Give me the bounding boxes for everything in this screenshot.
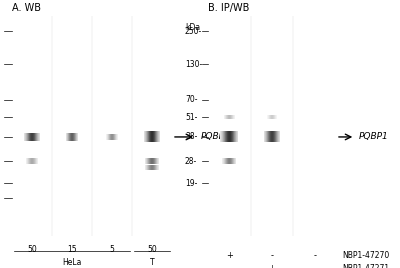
Text: NBP1-47270: NBP1-47270 bbox=[342, 251, 390, 260]
Text: 15: 15 bbox=[67, 245, 77, 254]
Text: 38-: 38- bbox=[185, 132, 197, 142]
Text: kDa: kDa bbox=[185, 23, 200, 32]
Text: 28-: 28- bbox=[185, 157, 197, 166]
Text: 50: 50 bbox=[27, 245, 37, 254]
Text: 250-: 250- bbox=[185, 27, 202, 36]
Text: -: - bbox=[313, 251, 316, 260]
Text: PQBP1: PQBP1 bbox=[201, 132, 230, 142]
Text: 50: 50 bbox=[147, 245, 157, 254]
Text: 130-: 130- bbox=[185, 60, 202, 69]
Text: -: - bbox=[313, 265, 316, 268]
Text: -: - bbox=[228, 265, 231, 268]
Text: NBP1-47271: NBP1-47271 bbox=[342, 265, 390, 268]
Text: 51-: 51- bbox=[185, 113, 197, 122]
Text: A. WB: A. WB bbox=[12, 3, 41, 13]
Text: 19-: 19- bbox=[185, 178, 197, 188]
Text: -: - bbox=[270, 251, 274, 260]
Text: 70-: 70- bbox=[185, 95, 198, 104]
Text: 5: 5 bbox=[110, 245, 114, 254]
Text: T: T bbox=[150, 258, 154, 267]
Text: HeLa: HeLa bbox=[62, 258, 82, 267]
Text: +: + bbox=[268, 265, 276, 268]
Text: B. IP/WB: B. IP/WB bbox=[208, 3, 249, 13]
Text: +: + bbox=[226, 251, 233, 260]
Text: PQBP1: PQBP1 bbox=[359, 132, 389, 142]
